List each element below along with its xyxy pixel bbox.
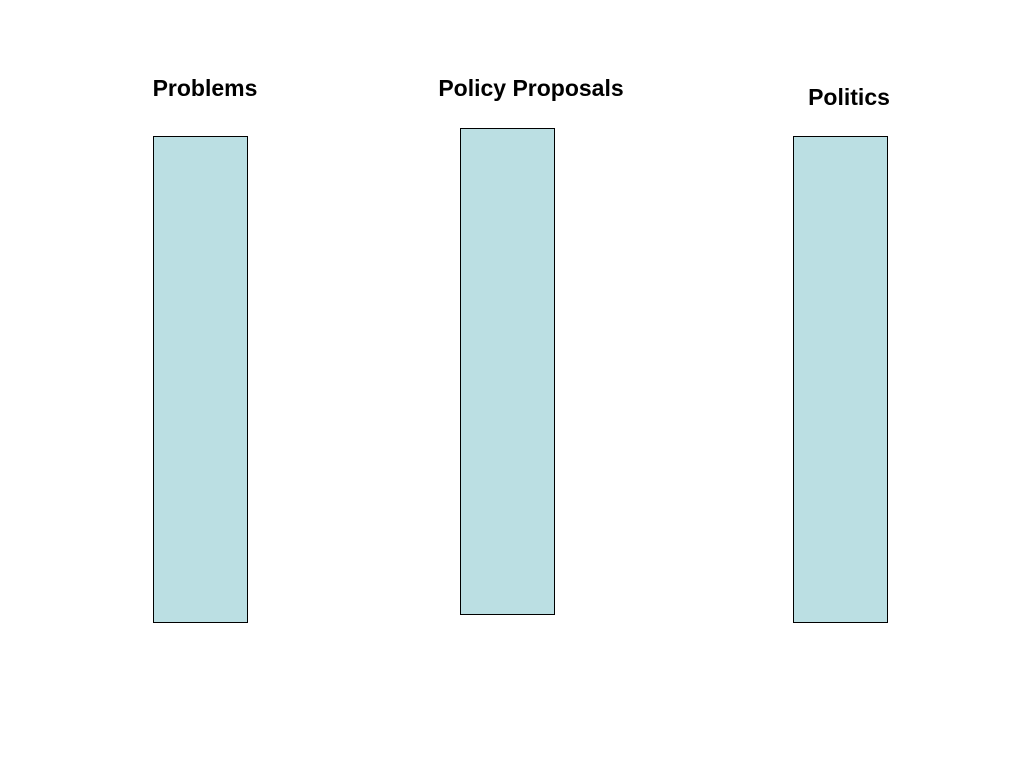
stream-label: Politics bbox=[808, 84, 890, 110]
stream-column bbox=[793, 136, 888, 623]
stream-label: Policy Proposals bbox=[438, 75, 623, 101]
stream-column bbox=[460, 128, 555, 615]
stream-label: Problems bbox=[153, 75, 258, 101]
stream-column bbox=[153, 136, 248, 623]
